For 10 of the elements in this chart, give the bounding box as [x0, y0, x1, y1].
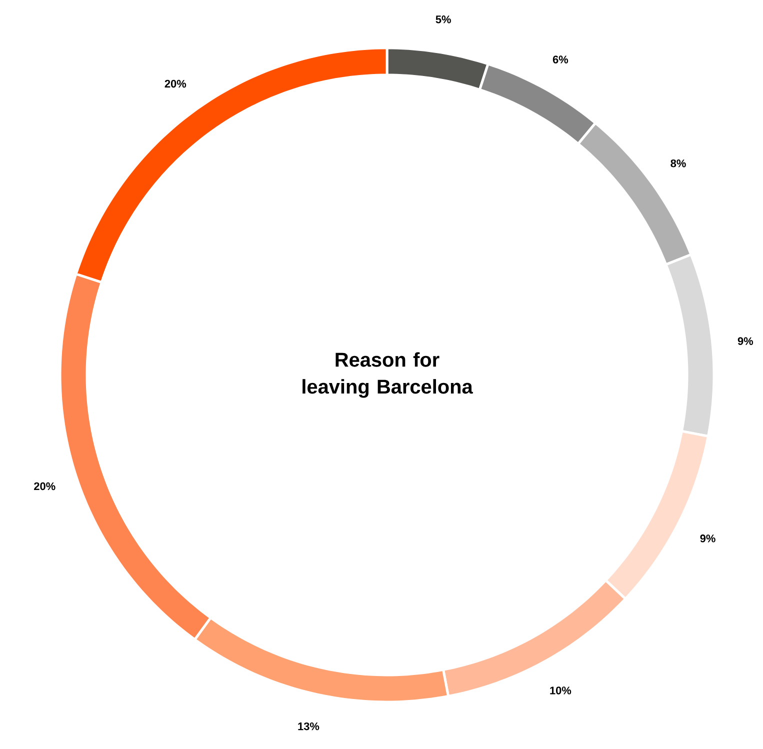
data-label: 10% [550, 686, 572, 694]
data-label: 20% [34, 482, 56, 490]
data-label: 13% [298, 722, 320, 730]
data-label: 8% [670, 160, 686, 168]
data-label: 9% [738, 337, 754, 345]
text: Reason for leaving Barcelona [302, 352, 473, 398]
data-label: 6% [552, 56, 568, 64]
data-label: 20% [164, 80, 186, 88]
data-label: 9% [700, 534, 716, 542]
data-label: 5% [436, 16, 451, 24]
